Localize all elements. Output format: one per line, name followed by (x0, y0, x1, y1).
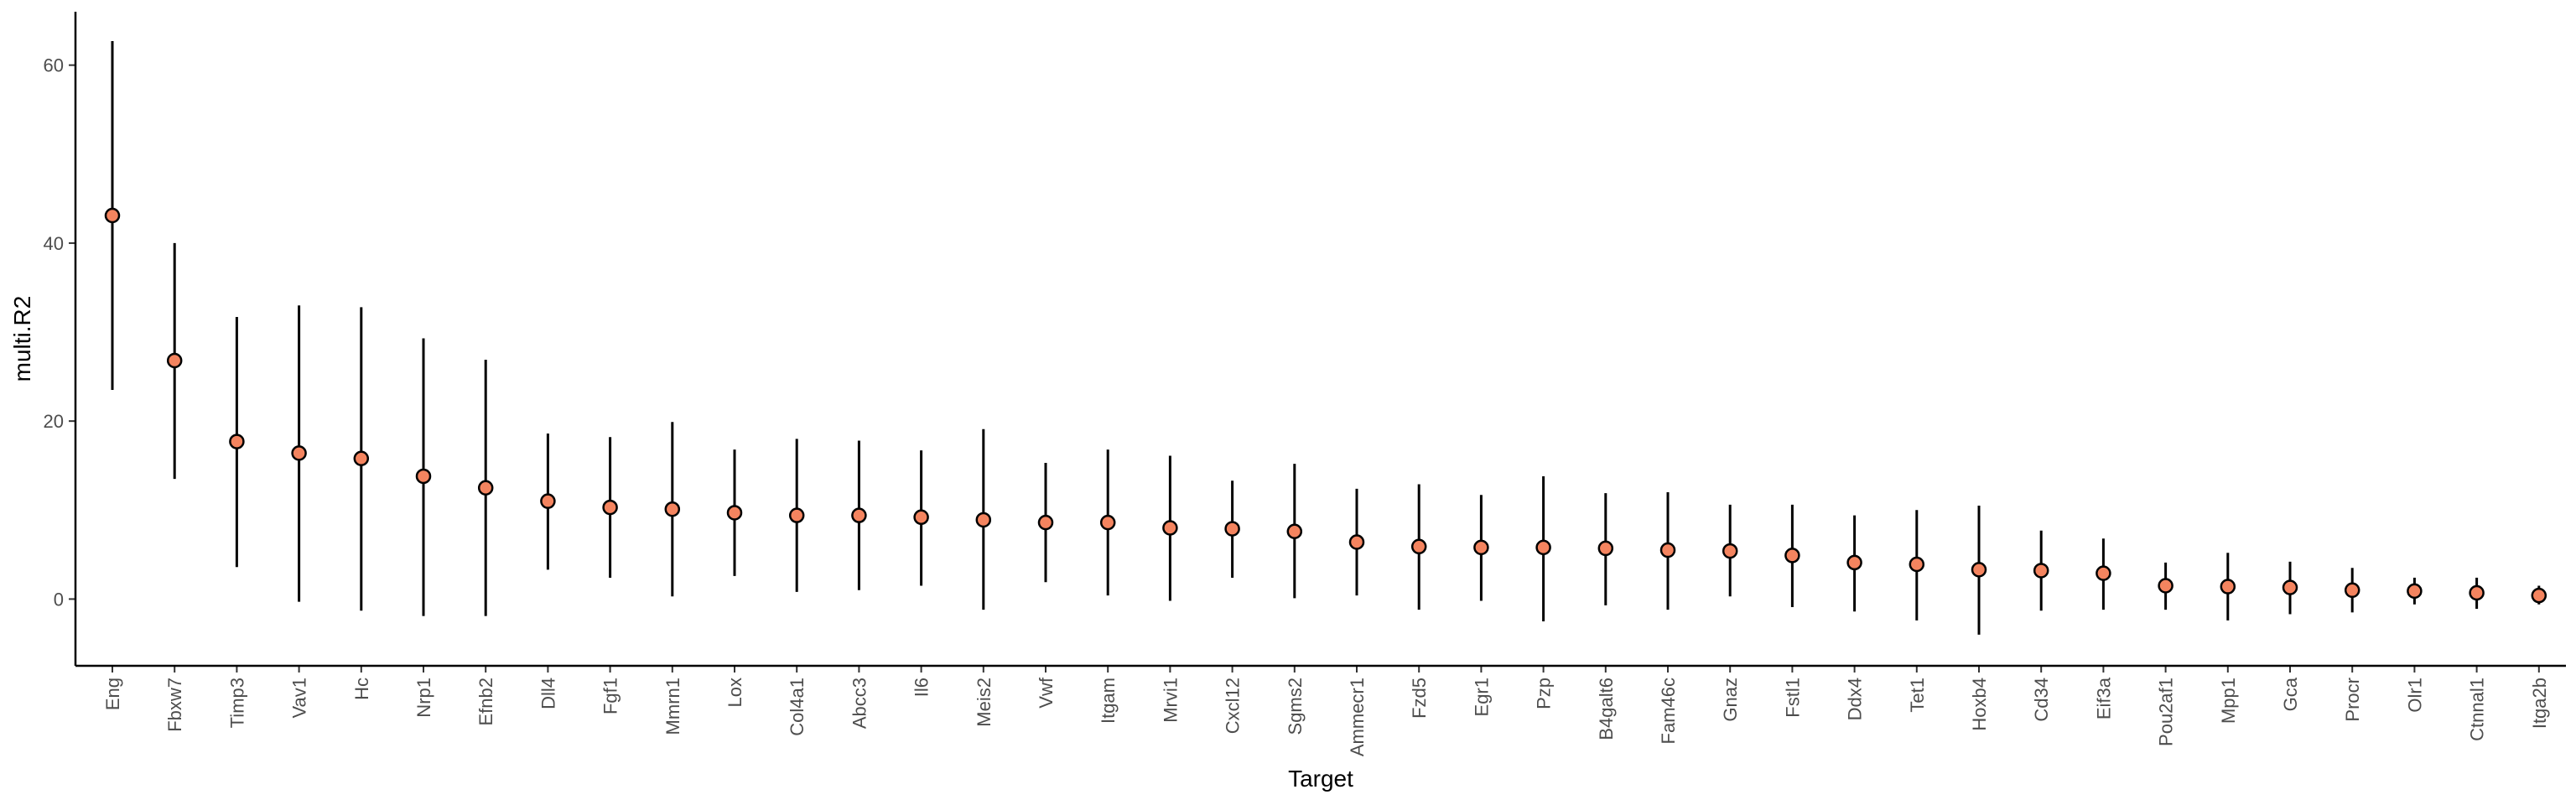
data-point (229, 434, 245, 449)
x-tick-label: Fam46c (1658, 678, 1679, 744)
x-tick-label: B4galt6 (1596, 678, 1617, 740)
x-tick-label: Meis2 (974, 678, 995, 727)
data-point (291, 445, 307, 461)
data-point (1784, 548, 1800, 564)
x-tick-label: Ctnnal1 (2467, 678, 2488, 741)
x-tick-label: Gca (2280, 677, 2301, 711)
error-bars (111, 41, 2541, 635)
x-tick-label: Ddx4 (1845, 678, 1866, 720)
data-point (1224, 521, 1240, 537)
data-point (1971, 562, 1987, 578)
x-tick-label: Mmrn1 (662, 678, 683, 735)
x-tick-label: Vwf (1036, 677, 1057, 709)
data-point (2469, 584, 2485, 601)
y-axis-title: multi.R2 (9, 296, 35, 382)
data-point (2033, 563, 2049, 579)
x-tick-label: Abcc3 (849, 678, 870, 729)
data-point (1099, 514, 1116, 531)
x-tick-label: Itgam (1098, 678, 1119, 724)
x-tick-label: Dll4 (538, 678, 558, 709)
x-tick-label: Fstl1 (1782, 678, 1803, 718)
data-point (2220, 579, 2236, 595)
data-point (1909, 556, 1925, 573)
x-tick-label: Egr1 (1471, 678, 1492, 716)
data-point (1162, 520, 1178, 536)
data-point (2531, 587, 2547, 604)
x-tick-label: Cxcl12 (1223, 678, 1244, 734)
data-point (2282, 579, 2298, 595)
data-point (540, 493, 556, 509)
data-point (788, 507, 805, 523)
x-tick-label: Timp3 (226, 678, 247, 728)
data-point (477, 480, 494, 496)
data-point (726, 505, 743, 521)
x-tick-label: Fbxw7 (164, 678, 185, 732)
data-point (1535, 539, 1551, 556)
y-tick-label: 0 (54, 589, 64, 610)
data-point (2158, 578, 2174, 594)
data-point (353, 450, 370, 466)
data-point (1410, 538, 1427, 555)
data-point (851, 507, 867, 523)
x-tick-label: Eif3a (2093, 677, 2114, 719)
x-tick-label: Pou2af1 (2156, 678, 2177, 746)
y-tick-label: 60 (44, 55, 64, 76)
data-point (1037, 514, 1054, 531)
x-tick-label: Tet1 (1907, 678, 1928, 713)
x-tick-label: Cd34 (2031, 678, 2052, 722)
data-point (1286, 523, 1303, 540)
data-point (1722, 543, 1738, 559)
x-tick-label: Nrp1 (413, 678, 434, 718)
x-tick-label: Hoxb4 (1969, 678, 1990, 731)
y-tick-label: 20 (44, 411, 64, 432)
x-tick-label: Hc (351, 678, 372, 700)
data-point (913, 509, 929, 526)
data-point (415, 468, 432, 485)
data-point (2096, 565, 2111, 581)
x-tick-label: Mpp1 (2218, 678, 2239, 724)
data-point (1659, 542, 1676, 558)
x-tick-label: Ammecr1 (1347, 678, 1368, 756)
y-tick-label: 40 (44, 233, 64, 254)
data-point (1473, 539, 1489, 556)
data-point (664, 501, 681, 517)
data-point (104, 207, 121, 224)
data-point (1597, 540, 1614, 557)
x-tick-label: Itga2b (2529, 678, 2550, 729)
x-axis-ticks: Eng Fbxw7 Timp3 Vav1 Hc Nrp1 Efnb2 Dll4 Fgf1 Mmrn… (102, 666, 2550, 756)
x-tick-label: Fzd5 (1409, 678, 1430, 719)
data-point (602, 499, 618, 516)
x-tick-label: Il6 (911, 678, 932, 697)
x-tick-label: Vav1 (289, 678, 310, 719)
x-tick-label: Pzp (1534, 678, 1555, 709)
data-points (104, 207, 2547, 604)
x-axis-title: Target (1288, 766, 1353, 792)
x-tick-label: Mrvi1 (1160, 678, 1181, 723)
x-tick-label: Efnb2 (475, 678, 496, 726)
x-tick-label: Col4a1 (787, 678, 808, 736)
data-point (1846, 554, 1862, 571)
x-tick-label: Procr (2342, 678, 2363, 722)
x-tick-label: Gnaz (1720, 678, 1741, 722)
x-tick-label: Eng (102, 678, 123, 710)
data-point (166, 352, 183, 369)
x-tick-label: Lox (724, 678, 745, 707)
data-point (2344, 582, 2360, 599)
x-tick-label: Fgf1 (600, 678, 621, 714)
x-tick-label: Sgms2 (1285, 678, 1306, 735)
y-axis-ticks: 0 20 40 60 (44, 55, 75, 610)
data-point (2407, 583, 2423, 600)
x-tick-label: Olr1 (2404, 678, 2425, 713)
data-point (1348, 534, 1365, 550)
data-point (975, 512, 992, 528)
